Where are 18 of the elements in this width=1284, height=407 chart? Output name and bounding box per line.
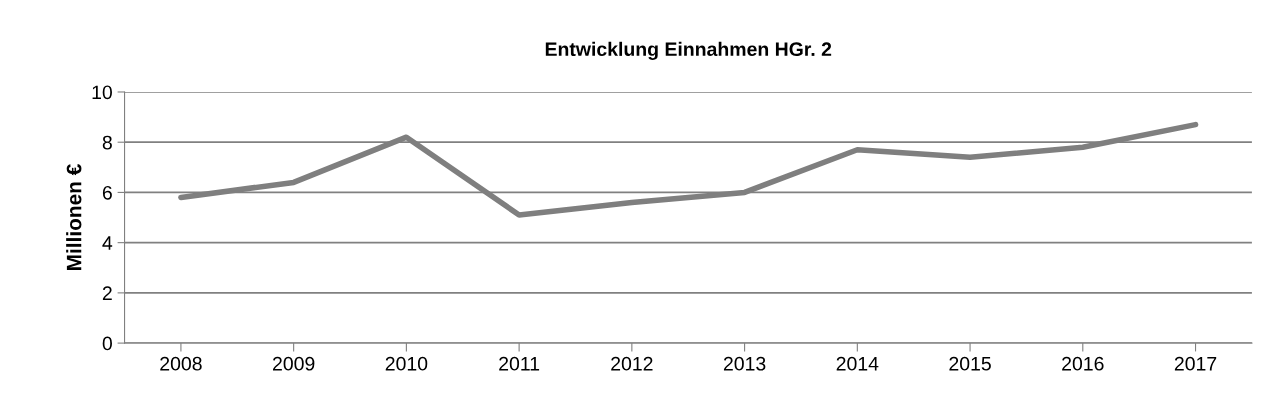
x-tick-label: 2010	[385, 356, 428, 371]
chart-title: Entwicklung Einnahmen HGr. 2	[545, 41, 832, 60]
y-tick-label: 8	[102, 135, 112, 150]
x-tick-label: 2008	[160, 356, 202, 371]
x-tick-label: 2009	[273, 356, 315, 371]
x-tick-label: 2014	[836, 356, 879, 371]
x-tick-label: 2013	[723, 356, 766, 371]
y-tick-label: 4	[102, 236, 113, 250]
x-tick-label: 2015	[949, 356, 991, 371]
x-tick-label: 2011	[499, 356, 540, 371]
y-tick-label: 2	[102, 286, 112, 300]
y-tick-label: 10	[92, 85, 112, 100]
y-tick-label: 6	[102, 185, 112, 200]
x-tick-label: 2012	[611, 356, 653, 371]
x-tick-label: 2017	[1174, 356, 1217, 371]
y-tick-label: 0	[102, 336, 112, 351]
x-tick-label: 2016	[1062, 356, 1104, 371]
y-axis-title: Millionen €	[66, 164, 82, 270]
